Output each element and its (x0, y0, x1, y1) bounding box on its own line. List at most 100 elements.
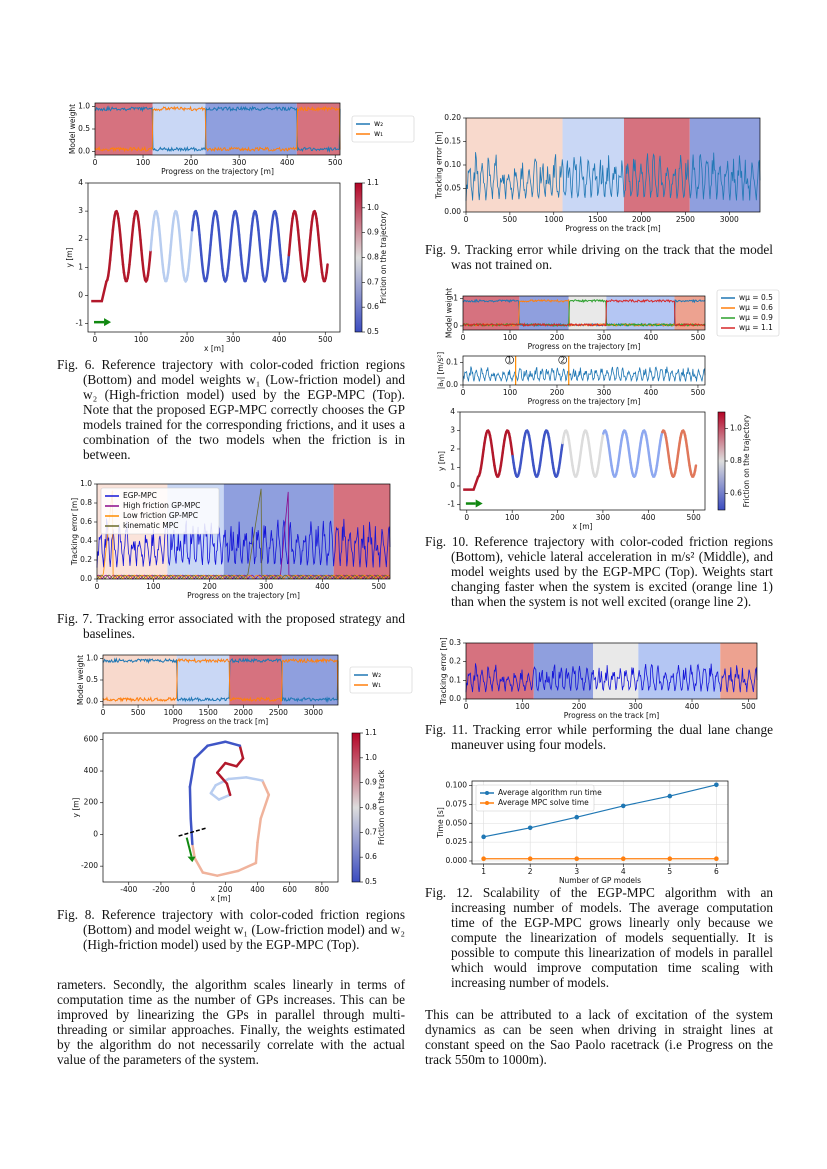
trajectory-piece (157, 224, 162, 237)
y-tick-label: 200 (84, 798, 99, 807)
trajectory-piece (277, 233, 281, 247)
trajectory-piece (151, 220, 155, 232)
x-tick-label: 200 (218, 885, 233, 894)
trajectory-piece (236, 224, 241, 237)
trajectory-piece (201, 263, 205, 274)
y-axis-label: Model weight (68, 104, 77, 154)
trajectory-piece (247, 253, 251, 266)
trajectory-piece (138, 228, 142, 242)
y-tick-label: 0 (93, 829, 98, 838)
y-tick-label: 0.5 (86, 675, 98, 684)
y-tick-label: 0.00 (444, 207, 461, 216)
x-tick-label: 1500 (588, 215, 607, 224)
x-tick-label: 1500 (199, 708, 218, 717)
y-axis-label: Tracking error [m] (70, 498, 79, 566)
trajectory-piece (218, 238, 222, 252)
trajectory-piece (167, 253, 172, 266)
body-text: rameters. Secondly, the algorithm scales… (57, 977, 405, 1067)
x-tick-label: 500 (691, 333, 706, 342)
trajectory-piece (110, 228, 115, 242)
trajectory-piece (188, 248, 192, 262)
x-tick-label: 300 (597, 388, 612, 397)
legend-label: Average MPC solve time (498, 798, 589, 807)
x-tick-label: 500 (328, 158, 343, 167)
y-tick-label: 0.5 (78, 124, 90, 133)
trajectory-piece (306, 248, 311, 262)
y-tick-label: 1.0 (80, 479, 92, 488)
friction-region (720, 643, 757, 699)
trajectory-piece (178, 238, 183, 252)
track-piece (254, 841, 259, 865)
track-piece (209, 791, 221, 801)
panel: 0 100 200 300 400 500 0.0 0.2 0.4 0.6 0.8 1.0 Progre… (70, 479, 391, 600)
body-text: This can be attributed to a lack of exci… (425, 1007, 773, 1067)
trajectory-piece (198, 233, 202, 247)
series-point (667, 793, 673, 799)
x-tick-label: 400 (644, 333, 659, 342)
x-tick-label: 1000 (164, 708, 183, 717)
trajectory-piece (269, 228, 273, 242)
y-axis-label: Model weight (76, 655, 85, 705)
x-axis-label: Number of GP models (559, 876, 641, 885)
trajectory-piece (317, 233, 321, 247)
axes-frame (471, 780, 729, 865)
friction-region (152, 103, 206, 155)
x-axis-label: x [m] (204, 344, 224, 353)
colorbar-tick-label: 0.9 (365, 778, 377, 787)
y-tick-label: 1 (78, 262, 83, 271)
track-piece (224, 740, 242, 747)
weight-curve (102, 657, 339, 703)
trajectory-piece (258, 238, 262, 252)
error-curve (96, 518, 391, 568)
x-axis-label: Progress on the track [m] (565, 224, 661, 233)
y-tick-label: -200 (81, 861, 98, 870)
trajectory-piece (189, 238, 193, 252)
colorbar (354, 182, 363, 333)
error-curve (96, 488, 391, 580)
y-tick-label: 0.2 (80, 555, 92, 564)
colorbar-tick-label: 0.7 (367, 277, 379, 286)
y-tick-label: 0.050 (446, 818, 468, 827)
x-tick-label: 1 (481, 867, 486, 876)
trajectory-piece (217, 228, 222, 242)
start-arrow (185, 837, 193, 857)
y-tick-label: 0.3 (449, 638, 461, 647)
y-tick-label: 0.000 (446, 856, 468, 865)
panel: 1 2 0 100 200 300 400 500 0.0 0.1 Progress on the … (436, 352, 706, 406)
x-axis-label: Progress on the trajectory [m] (528, 342, 641, 351)
colorbar-tick-label: 0.5 (367, 327, 379, 336)
trajectory-piece (307, 238, 312, 252)
legend-box (349, 666, 413, 694)
x-tick-label: 500 (686, 513, 701, 522)
legend-label: wμ = 0.6 (739, 303, 773, 312)
x-tick-label: 300 (226, 335, 241, 344)
y-tick-label: 0.15 (444, 137, 461, 146)
y-tick-label: 0.0 (446, 380, 458, 389)
x-axis-label: x [m] (573, 522, 593, 531)
y-tick-label: -1 (448, 499, 456, 508)
trajectory-piece (270, 220, 274, 232)
trajectory-piece (109, 238, 114, 252)
colorbar-tick-label: 0.8 (730, 456, 742, 465)
legend-label: w₁ (374, 129, 383, 138)
panel: 0 100 200 300 400 500 0.0 0.1 0.2 0.3 Progress on … (439, 637, 758, 720)
x-tick-label: 2500 (676, 215, 695, 224)
trajectory-piece (216, 220, 221, 232)
friction-region (229, 655, 282, 705)
trajectory-piece (118, 233, 123, 247)
series-point (620, 856, 626, 862)
x-tick-label: 0 (464, 513, 469, 522)
y-tick-label: 0.0 (86, 697, 98, 706)
colorbar-tick-label: 0.8 (365, 803, 377, 812)
x-tick-label: 2000 (632, 215, 651, 224)
y-tick-label: 1.0 (78, 102, 90, 111)
friction-region (103, 655, 177, 705)
trajectory-piece (107, 258, 112, 270)
series-point (527, 856, 533, 862)
colorbar-tick-label: 0.6 (365, 852, 377, 861)
colorbar-tick-label: 1.0 (730, 423, 742, 432)
x-tick-label: 0 (464, 215, 469, 224)
track-piece (206, 740, 227, 747)
x-tick-label: 100 (136, 158, 151, 167)
friction-region (296, 103, 340, 155)
